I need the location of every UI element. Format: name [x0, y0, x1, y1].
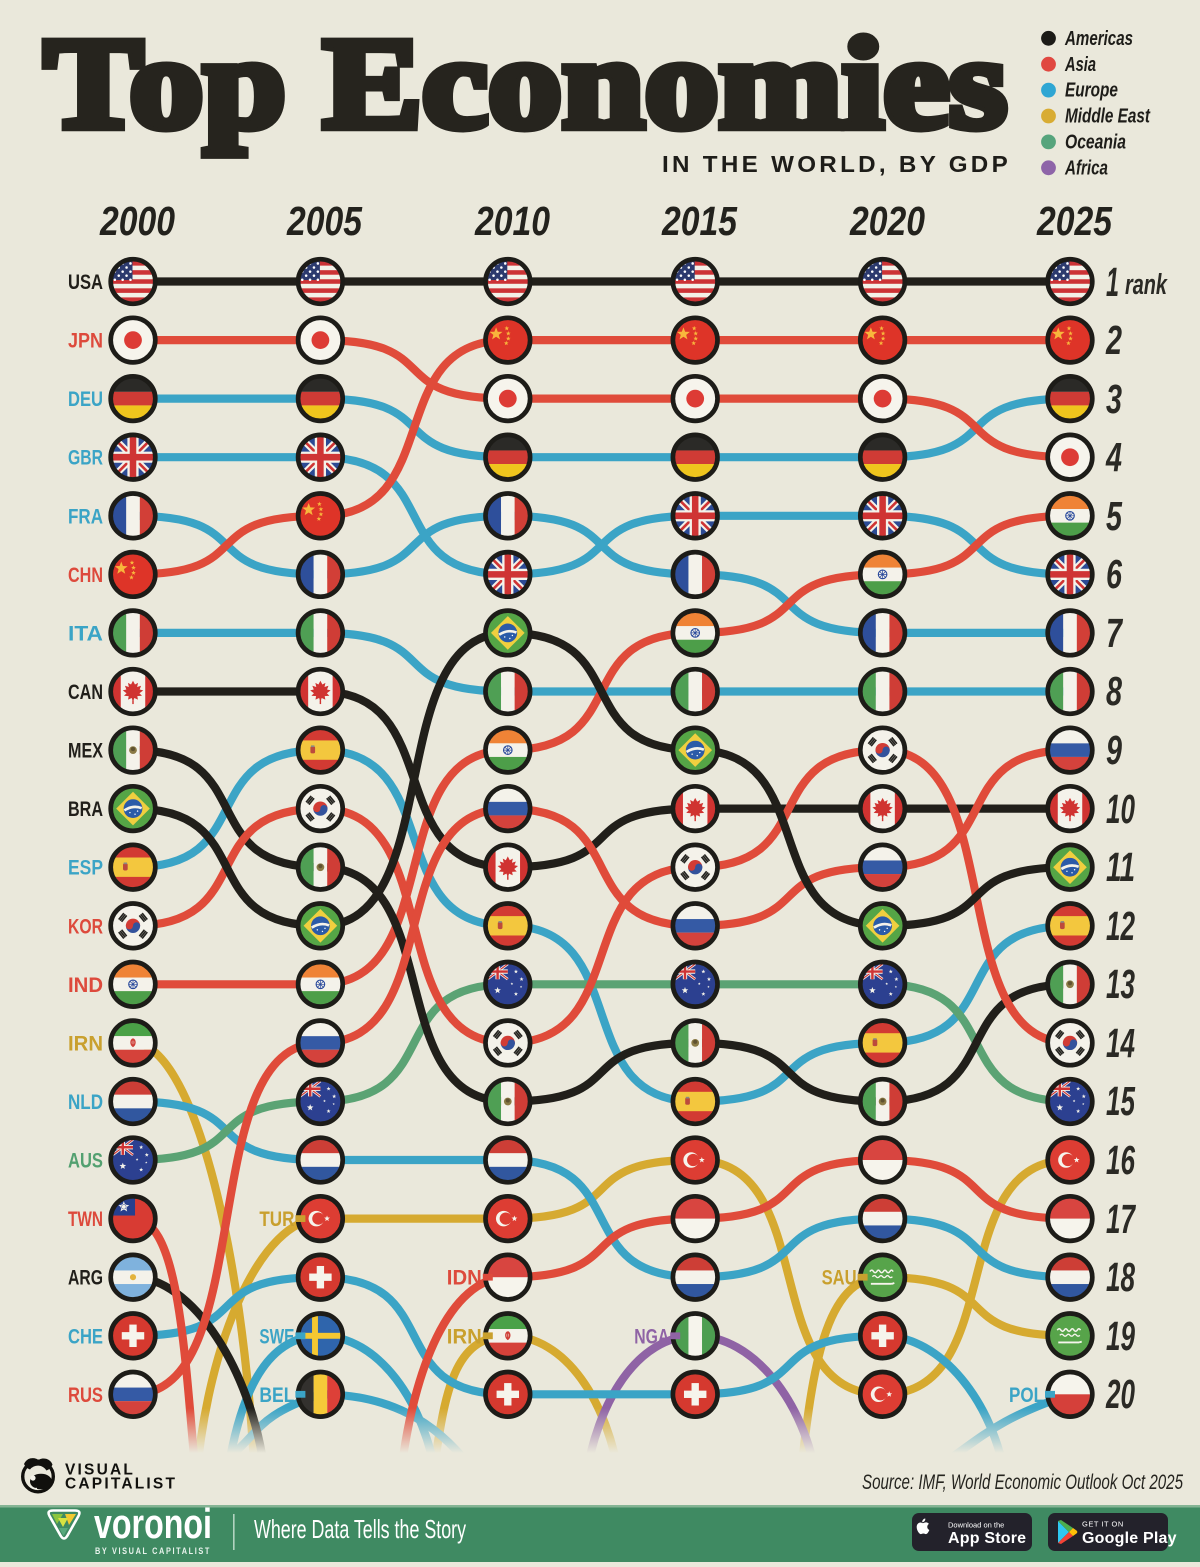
svg-text:7: 7 [1106, 610, 1124, 656]
svg-text:NGA: NGA [634, 1324, 669, 1348]
svg-text:CHN: CHN [68, 563, 103, 587]
svg-text:2020: 2020 [849, 198, 925, 244]
svg-text:18: 18 [1106, 1254, 1135, 1300]
svg-text:Source: IMF, World Economic Ou: Source: IMF, World Economic Outlook Oct … [862, 1471, 1183, 1494]
svg-text:Where Data Tells the Story: Where Data Tells the Story [254, 1514, 466, 1544]
svg-text:CAPITALIST: CAPITALIST [65, 1476, 177, 1493]
svg-text:Africa: Africa [1064, 157, 1108, 179]
svg-text:FRA: FRA [68, 504, 103, 528]
svg-text:Asia: Asia [1064, 54, 1096, 76]
svg-text:rank: rank [1125, 269, 1168, 301]
svg-text:8: 8 [1106, 668, 1122, 714]
svg-text:IRN: IRN [447, 1324, 482, 1348]
svg-text:2: 2 [1105, 317, 1122, 363]
svg-text:12: 12 [1106, 903, 1135, 949]
svg-text:TUR: TUR [259, 1207, 294, 1231]
svg-text:IND: IND [68, 973, 103, 997]
svg-text:Download on the: Download on the [948, 1521, 1004, 1530]
svg-text:GBR: GBR [68, 446, 103, 470]
svg-text:TWN: TWN [68, 1207, 103, 1231]
svg-text:SAU: SAU [822, 1266, 857, 1290]
svg-text:2000: 2000 [99, 198, 175, 244]
svg-text:2005: 2005 [286, 198, 363, 244]
svg-text:RUS: RUS [68, 1383, 103, 1407]
svg-text:BY VISUAL CAPITALIST: BY VISUAL CAPITALIST [95, 1546, 211, 1556]
svg-text:Middle East: Middle East [1065, 106, 1151, 128]
svg-text:Google Play: Google Play [1082, 1530, 1177, 1547]
svg-text:ARG: ARG [68, 1266, 103, 1290]
svg-text:Americas: Americas [1064, 28, 1133, 50]
svg-text:IDN: IDN [447, 1266, 482, 1290]
svg-text:2025: 2025 [1036, 198, 1113, 244]
svg-text:2010: 2010 [474, 198, 550, 244]
svg-text:POL: POL [1009, 1383, 1044, 1407]
svg-text:10: 10 [1106, 786, 1135, 832]
svg-text:IN THE WORLD, BY GDP: IN THE WORLD, BY GDP [662, 151, 1011, 177]
svg-text:6: 6 [1106, 551, 1123, 597]
svg-text:Top Economies: Top Economies [44, 12, 1007, 156]
svg-text:NLD: NLD [68, 1090, 103, 1114]
svg-text:13: 13 [1106, 961, 1135, 1007]
svg-text:SWE: SWE [259, 1324, 294, 1348]
svg-text:BEL: BEL [259, 1383, 294, 1407]
svg-text:1: 1 [1106, 259, 1119, 305]
svg-text:App Store: App Store [948, 1530, 1026, 1547]
svg-text:ESP: ESP [68, 856, 103, 880]
svg-text:JPN: JPN [68, 329, 103, 353]
svg-text:2015: 2015 [661, 198, 738, 244]
svg-text:17: 17 [1106, 1196, 1136, 1242]
svg-text:voronoi: voronoi [94, 1500, 212, 1547]
svg-text:BRA: BRA [68, 797, 103, 821]
svg-text:CAN: CAN [68, 680, 103, 704]
svg-text:ITA: ITA [68, 621, 103, 645]
svg-text:AUS: AUS [68, 1149, 103, 1173]
svg-text:VISUAL: VISUAL [65, 1462, 135, 1479]
svg-text:5: 5 [1106, 493, 1123, 539]
svg-text:GET IT ON: GET IT ON [1082, 1520, 1124, 1529]
svg-text:Oceania: Oceania [1065, 132, 1126, 154]
svg-text:11: 11 [1106, 844, 1135, 890]
svg-text:19: 19 [1106, 1313, 1135, 1359]
svg-text:4: 4 [1105, 434, 1122, 480]
svg-text:16: 16 [1106, 1137, 1136, 1183]
svg-text:15: 15 [1106, 1078, 1136, 1124]
svg-text:Europe: Europe [1065, 80, 1118, 102]
svg-text:3: 3 [1106, 376, 1122, 422]
svg-text:IRN: IRN [68, 1031, 103, 1055]
svg-text:20: 20 [1105, 1371, 1135, 1417]
svg-text:MEX: MEX [68, 739, 103, 763]
svg-text:CHE: CHE [68, 1324, 103, 1348]
svg-text:9: 9 [1106, 727, 1122, 773]
svg-text:USA: USA [68, 270, 103, 294]
svg-text:14: 14 [1106, 1020, 1135, 1066]
svg-text:KOR: KOR [68, 914, 103, 938]
svg-text:DEU: DEU [68, 387, 103, 411]
